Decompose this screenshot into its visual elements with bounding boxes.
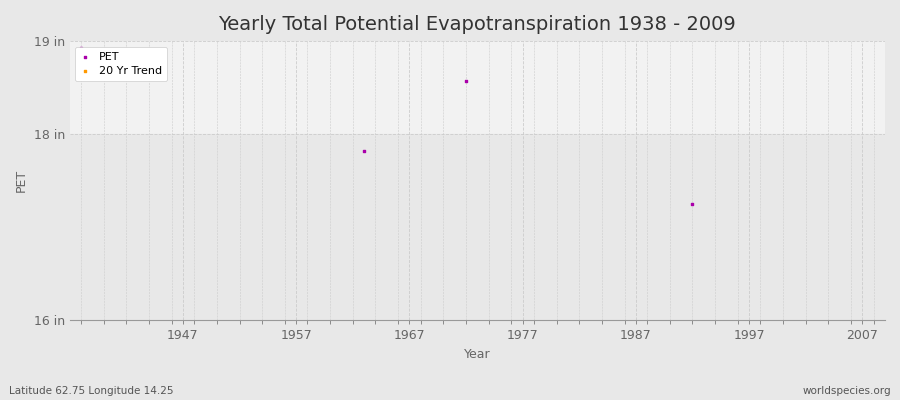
PET bbox=[74, 44, 88, 51]
Legend: PET, 20 Yr Trend: PET, 20 Yr Trend bbox=[76, 47, 167, 81]
PET bbox=[96, 49, 111, 56]
PET bbox=[357, 148, 372, 154]
Title: Yearly Total Potential Evapotranspiration 1938 - 2009: Yearly Total Potential Evapotranspiratio… bbox=[219, 15, 736, 34]
PET bbox=[685, 201, 699, 207]
Y-axis label: PET: PET bbox=[15, 169, 28, 192]
Bar bbox=[69, 134, 885, 320]
X-axis label: Year: Year bbox=[464, 348, 491, 361]
Text: Latitude 62.75 Longitude 14.25: Latitude 62.75 Longitude 14.25 bbox=[9, 386, 174, 396]
PET bbox=[459, 78, 473, 84]
Text: worldspecies.org: worldspecies.org bbox=[803, 386, 891, 396]
